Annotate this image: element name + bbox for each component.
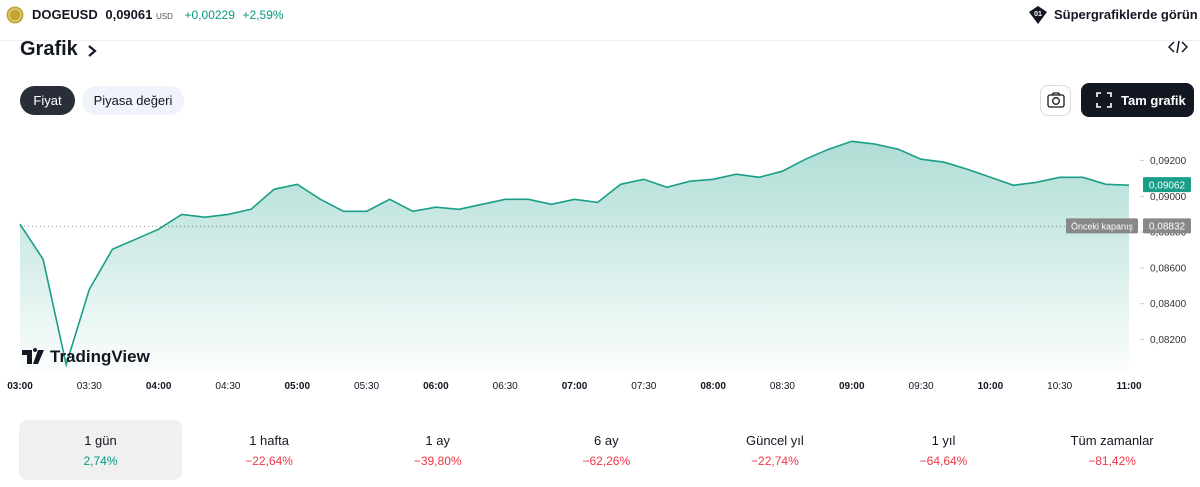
period-change: −22,64% xyxy=(245,454,293,468)
last-price-box xyxy=(1143,177,1191,193)
period-label: 1 gün xyxy=(84,433,117,448)
snapshot-button[interactable] xyxy=(1040,85,1071,116)
x-tick-label: 03:00 xyxy=(7,381,33,392)
x-tick-label: 07:30 xyxy=(631,381,656,392)
x-tick-label: 09:00 xyxy=(839,381,865,392)
price: 0,09061 xyxy=(105,7,153,22)
period-label: 1 ay xyxy=(425,433,450,448)
y-tick-label: 0,08200 xyxy=(1150,335,1187,346)
period-tab[interactable]: Tüm zamanlar −81,42% xyxy=(1031,420,1194,480)
previous-close-value-box xyxy=(1143,218,1191,234)
y-tick-label: 0,09000 xyxy=(1150,192,1187,203)
period-change: −62,26% xyxy=(582,454,631,468)
period-tab[interactable]: 1 yıl −64,64% xyxy=(862,420,1025,480)
last-price-label: 0,09062 xyxy=(1149,181,1186,192)
period-label: Tüm zamanlar xyxy=(1070,433,1154,448)
period-change: −81,42% xyxy=(1088,454,1136,468)
x-tick-label: 10:00 xyxy=(978,381,1004,392)
period-label: Güncel yıl xyxy=(745,433,804,448)
change-percent: +2,59% xyxy=(242,8,284,22)
watermark: TradingView xyxy=(22,347,151,366)
y-tick-label: 0,09200 xyxy=(1150,156,1187,167)
period-change: 2,74% xyxy=(83,454,118,468)
ticker[interactable]: DOGEUSD 0,09061 USD +0,00229 +2,59% xyxy=(32,7,284,22)
svg-text:01: 01 xyxy=(1034,11,1042,18)
period-tab[interactable]: 1 hafta −22,64% xyxy=(188,420,351,480)
x-tick-label: 08:30 xyxy=(770,381,795,392)
period-tab[interactable]: Güncel yıl −22,74% xyxy=(693,420,856,480)
x-tick-label: 06:30 xyxy=(493,381,518,392)
x-tick-label: 09:30 xyxy=(909,381,934,392)
tab-market-cap[interactable]: Piyasa değeri xyxy=(82,86,184,115)
section-title[interactable]: Grafik xyxy=(20,38,78,60)
y-tick-label: 0,08400 xyxy=(1150,299,1187,310)
change: +0,00229 xyxy=(184,8,235,22)
super-chart-link[interactable]: Süpergrafiklerde görün xyxy=(1054,7,1198,22)
period-label: 1 yıl xyxy=(931,433,956,448)
x-tick-label: 10:30 xyxy=(1047,381,1072,392)
previous-close-label: Önceki kapanış xyxy=(1071,221,1134,231)
fullscreen-icon xyxy=(1096,92,1112,108)
full-chart-button[interactable]: Tam grafik xyxy=(1081,83,1194,117)
watermark-text: TradingView xyxy=(50,347,151,366)
period-change: −39,80% xyxy=(413,454,462,468)
x-tick-label: 05:00 xyxy=(284,381,310,392)
symbol: DOGEUSD xyxy=(32,7,98,22)
x-tick-label: 06:00 xyxy=(423,381,449,392)
watermark-logo xyxy=(22,348,44,364)
period-label: 1 hafta xyxy=(249,433,289,448)
chart: 0,082000,084000,086000,088000,090000,092… xyxy=(7,140,1191,392)
x-tick-label: 11:00 xyxy=(1116,381,1141,392)
period-change: −64,64% xyxy=(919,454,968,468)
previous-close-tag xyxy=(1066,218,1138,234)
tab-price[interactable]: Fiyat xyxy=(20,86,75,115)
period-tab[interactable]: 1 gün 2,74% xyxy=(19,420,182,480)
x-tick-label: 08:00 xyxy=(700,381,726,392)
coin-icon xyxy=(6,6,24,24)
previous-close-value: 0,08832 xyxy=(1149,221,1186,232)
y-tick-label: 0,08600 xyxy=(1150,263,1187,274)
period-tab[interactable]: 6 ay −62,26% xyxy=(525,420,688,480)
x-tick-label: 07:00 xyxy=(562,381,588,392)
chevron xyxy=(88,45,97,57)
price-line xyxy=(19,140,1130,368)
x-tick-label: 04:30 xyxy=(215,381,240,392)
embed-icon[interactable] xyxy=(1168,39,1188,55)
super-chart-icon: 01 xyxy=(1029,6,1047,24)
x-tick-label: 03:30 xyxy=(77,381,102,392)
area-fill xyxy=(20,141,1129,370)
x-tick-label: 04:00 xyxy=(146,381,172,392)
divider xyxy=(0,40,1200,41)
period-label: 6 ay xyxy=(594,433,619,448)
full-chart-label: Tam grafik xyxy=(1121,92,1186,108)
period-change: −22,74% xyxy=(751,454,799,468)
currency: USD xyxy=(155,12,173,21)
period-tab[interactable]: 1 ay −39,80% xyxy=(356,420,519,480)
x-tick-label: 05:30 xyxy=(354,381,379,392)
camera-icon xyxy=(1047,92,1065,108)
